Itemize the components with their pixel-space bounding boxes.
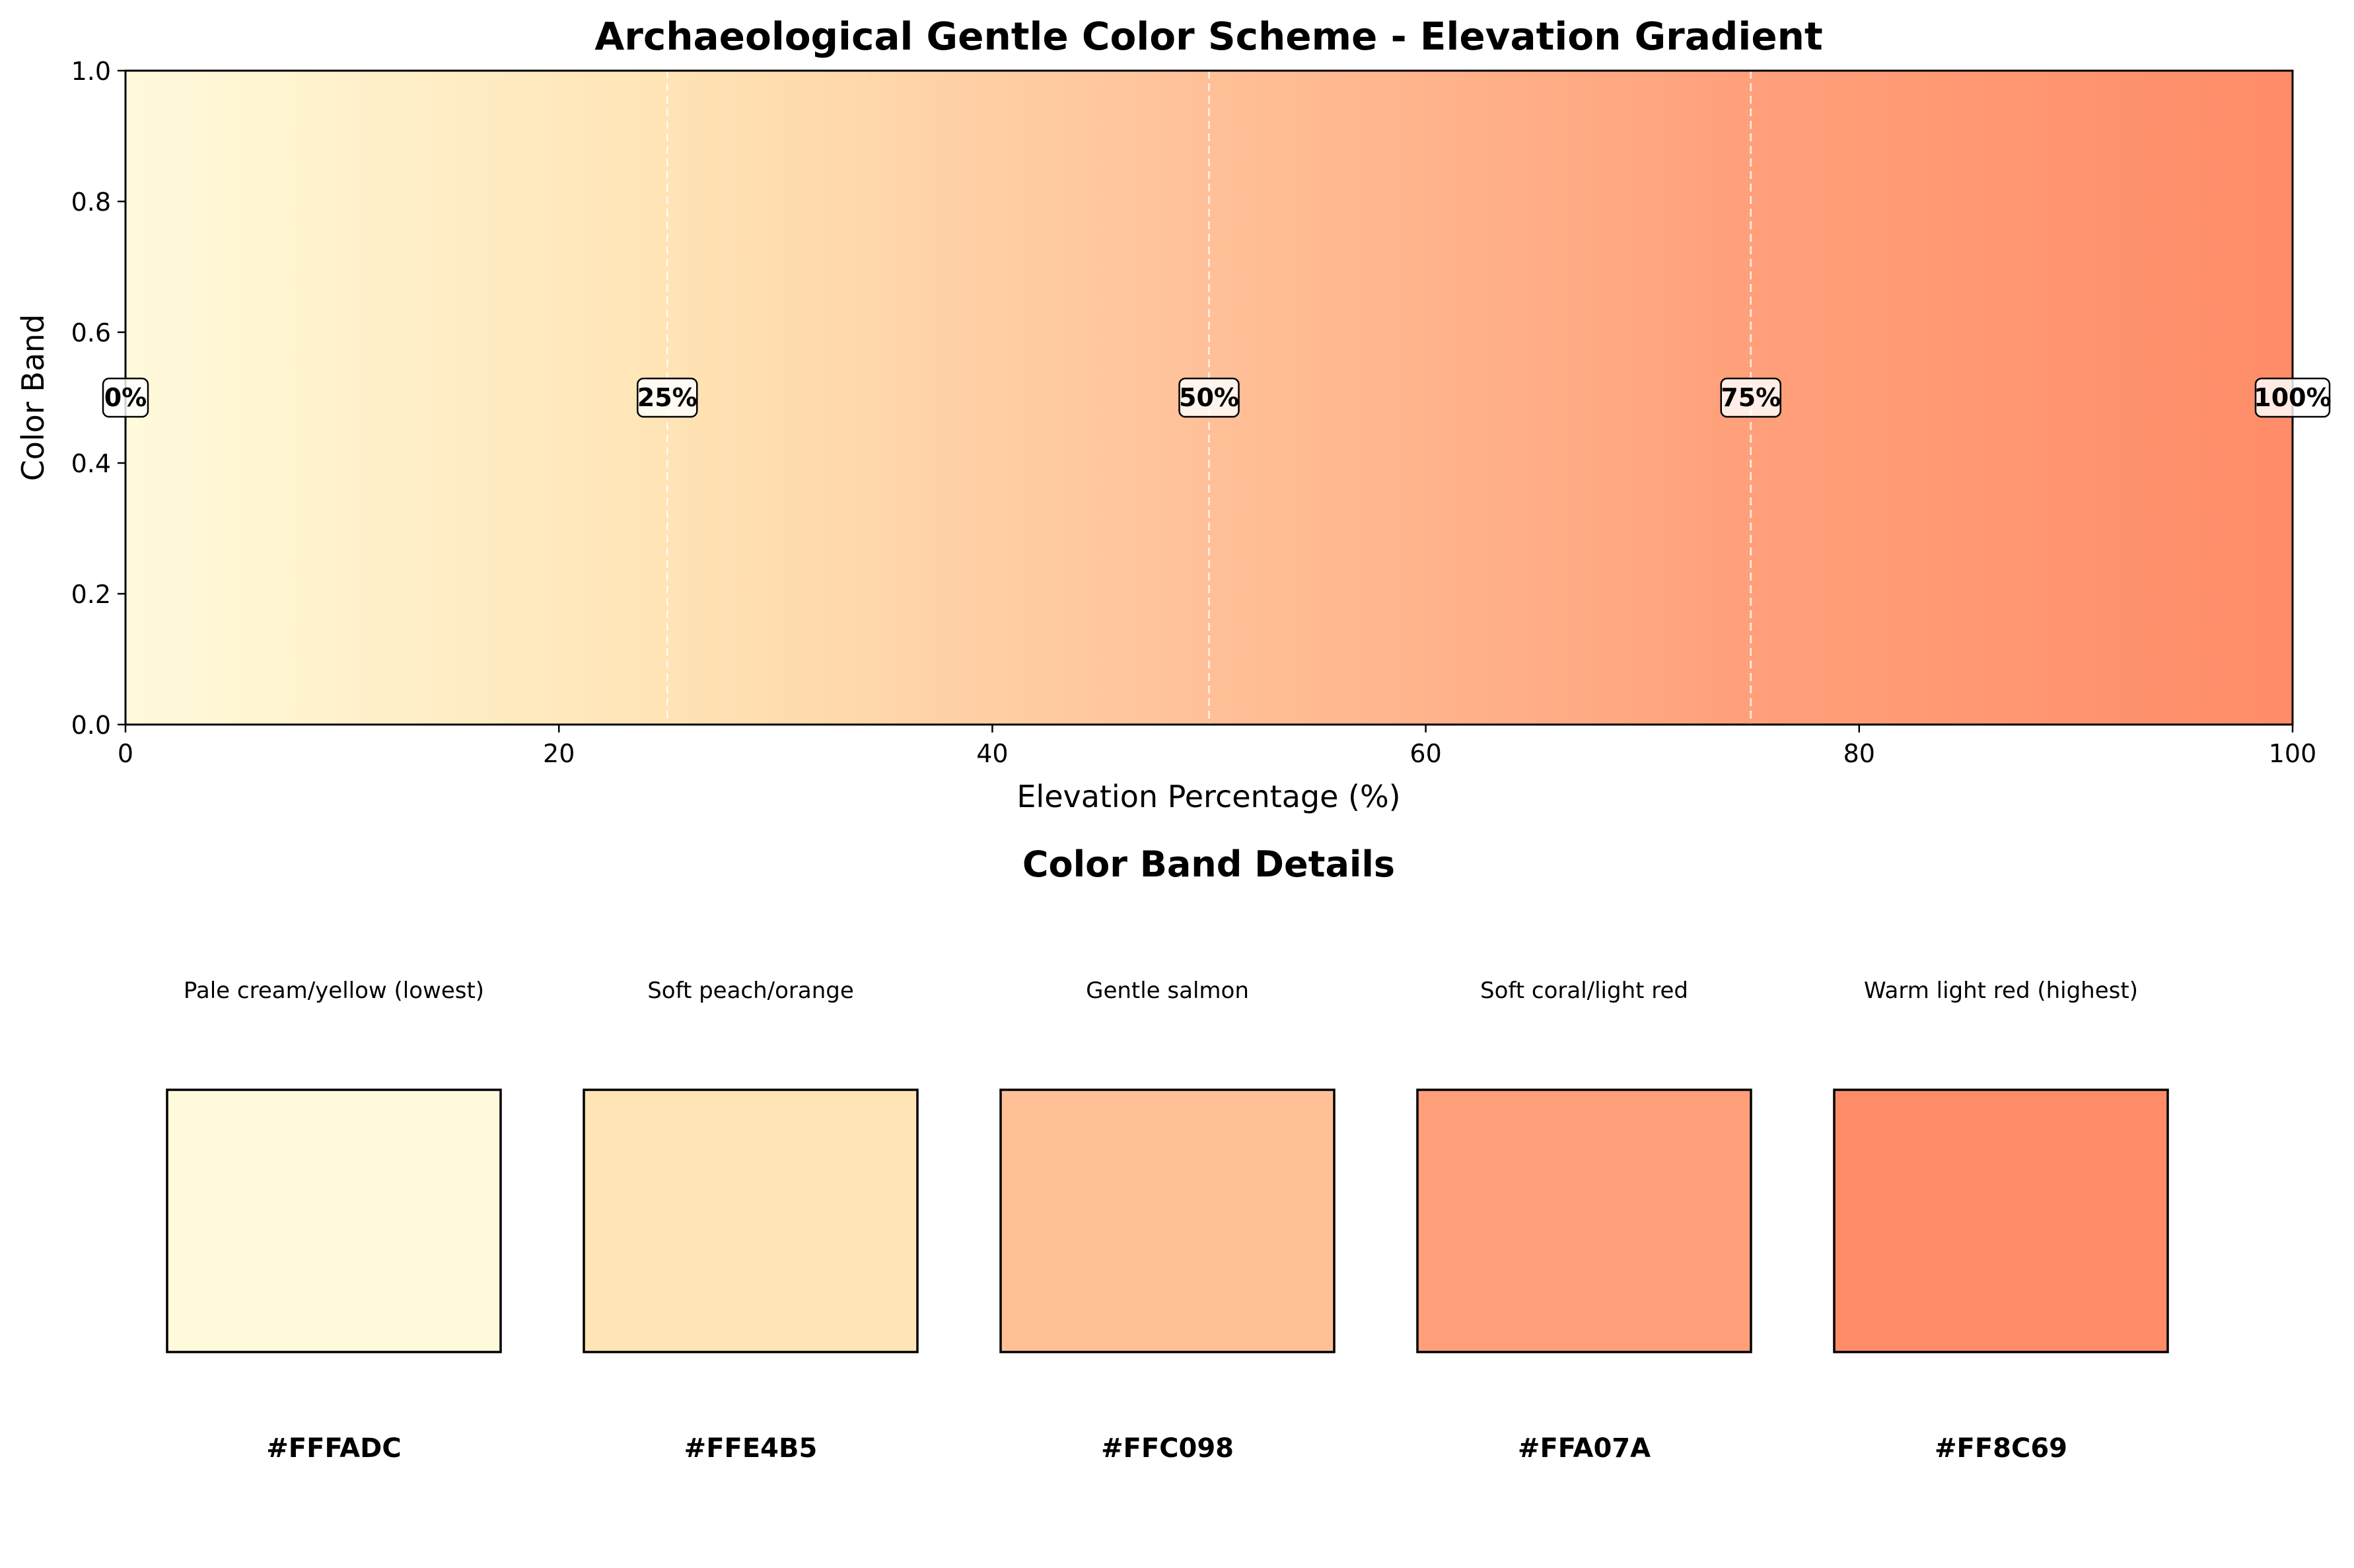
- gradient-plot: 0% 25% 50% 75% 100%: [102, 69, 2332, 726]
- elevation-annotation: 25%: [637, 377, 698, 418]
- color-swatch: [583, 1088, 919, 1353]
- x-axis-label: Elevation Percentage (%): [1017, 779, 1400, 814]
- color-band-item: Gentle salmon #FFC098: [999, 978, 1336, 1464]
- x-tick-label: 40: [976, 739, 1008, 768]
- band-description: Warm light red (highest): [1864, 978, 2138, 1004]
- x-tick-label: 20: [543, 739, 575, 768]
- elevation-annotation: 50%: [1178, 377, 1240, 418]
- x-tick-label: 80: [1843, 739, 1875, 768]
- band-hex-code: #FFE4B5: [684, 1433, 818, 1464]
- band-hex-code: #FFA07A: [1518, 1433, 1651, 1464]
- x-tick-label: 100: [2269, 739, 2317, 768]
- annotation-label: 25%: [637, 383, 697, 412]
- color-swatch: [1833, 1088, 2169, 1353]
- color-swatch: [1416, 1088, 1752, 1353]
- band-hex-code: #FF8C69: [1935, 1433, 2067, 1464]
- band-hex-code: #FFC098: [1101, 1433, 1234, 1464]
- annotation-label: 100%: [2254, 383, 2331, 412]
- annotation-label: 0%: [104, 383, 147, 412]
- color-band-item: Warm light red (highest) #FF8C69: [1833, 978, 2169, 1464]
- color-band-item: Soft coral/light red #FFA07A: [1416, 978, 1752, 1464]
- y-tick-label: 0.6: [71, 318, 111, 347]
- annotation-label: 50%: [1179, 383, 1239, 412]
- y-tick-label: 0.0: [71, 711, 111, 740]
- elevation-annotation: 75%: [1720, 377, 1781, 418]
- annotation-box: [1178, 377, 1240, 418]
- band-description: Soft coral/light red: [1480, 978, 1688, 1004]
- color-band-item: Soft peach/orange #FFE4B5: [583, 978, 919, 1464]
- y-tick-label: 0.8: [71, 188, 111, 217]
- color-swatch: [166, 1088, 502, 1353]
- annotation-label: 75%: [1721, 383, 1781, 412]
- y-tick-label: 0.4: [71, 449, 111, 478]
- x-tick-label: 0: [118, 739, 133, 768]
- band-hex-code: #FFFADC: [266, 1433, 401, 1464]
- color-band-item: Pale cream/yellow (lowest) #FFFADC: [166, 978, 502, 1464]
- y-tick-label: 1.0: [71, 57, 111, 86]
- x-tick-label: 60: [1409, 739, 1441, 768]
- color-swatch: [999, 1088, 1336, 1353]
- band-description: Soft peach/orange: [647, 978, 854, 1004]
- chart-title: Archaeological Gentle Color Scheme - Ele…: [594, 14, 1822, 59]
- y-axis-label: Color Band: [15, 314, 51, 481]
- y-tick-label: 0.2: [71, 580, 111, 609]
- band-description: Gentle salmon: [1086, 978, 1249, 1004]
- annotation-box: [637, 377, 698, 418]
- details-title: Color Band Details: [1022, 843, 1395, 885]
- annotation-box: [2254, 377, 2331, 418]
- annotation-box: [1720, 377, 1781, 418]
- color-band-details: Pale cream/yellow (lowest) #FFFADC Soft pe…: [166, 978, 2169, 1464]
- elevation-annotation: 0%: [102, 377, 149, 418]
- elevation-annotation: 100%: [2254, 377, 2332, 418]
- annotation-box: [102, 377, 149, 418]
- band-description: Pale cream/yellow (lowest): [184, 978, 484, 1004]
